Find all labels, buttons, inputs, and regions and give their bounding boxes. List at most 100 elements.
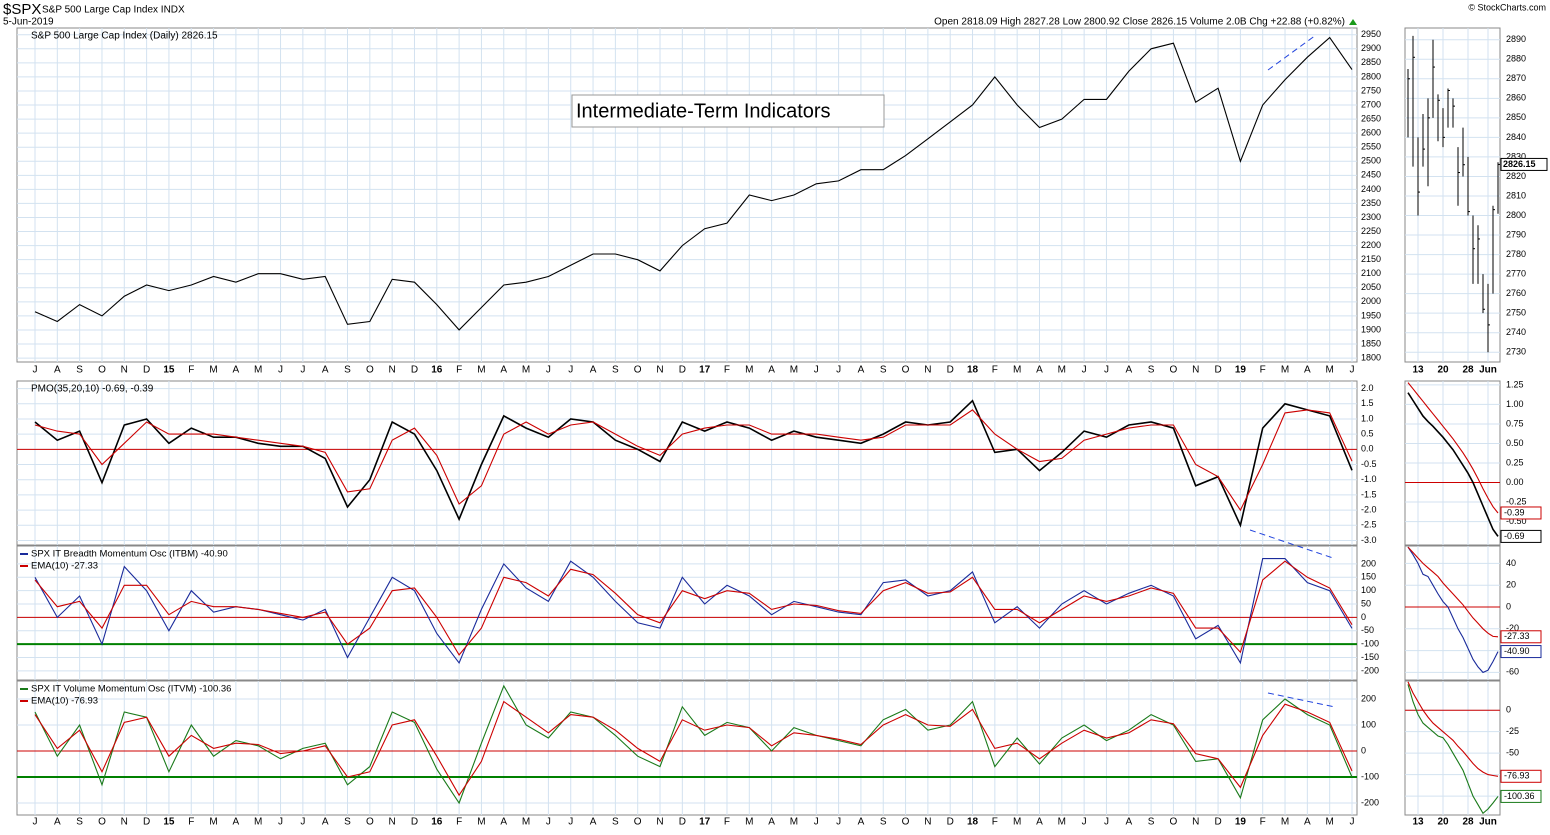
y-tick-label: 200: [1361, 558, 1376, 568]
last-value-box: [1500, 645, 1542, 659]
series-line: [34, 399, 1353, 528]
x-tick-label: D: [1214, 817, 1221, 828]
y-tick-label: 1850: [1361, 338, 1381, 348]
y-tick-label: 100: [1361, 585, 1376, 595]
y-tick-label: 2650: [1361, 113, 1381, 123]
y-tick-label: -2.5: [1361, 520, 1377, 530]
x-tick-label: M: [790, 817, 798, 828]
y-tick-label: 0.25: [1506, 457, 1524, 467]
y-tick-label: 1800: [1361, 352, 1381, 362]
y-tick-label: 2830: [1506, 151, 1526, 161]
y-tick-label: 20: [1506, 580, 1516, 590]
y-tick-label: 2150: [1361, 254, 1381, 264]
last-value-box: [1500, 769, 1542, 783]
x-tick-label: 16: [431, 365, 443, 376]
x-tick-label: D: [143, 365, 150, 376]
x-tick-label: M: [1013, 817, 1021, 828]
last-value-label: -76.93: [1504, 771, 1530, 781]
x-tick-label: Jun: [1479, 365, 1497, 376]
series-line: [34, 36, 1353, 331]
x-tick-label: M: [745, 817, 753, 828]
x-tick-label: F: [456, 365, 462, 376]
x-tick-label: D: [1214, 365, 1221, 376]
x-tick-label: 15: [163, 817, 175, 828]
last-value-label: -100.36: [1504, 791, 1535, 801]
y-tick-label: 2750: [1506, 308, 1526, 318]
y-tick-label: 150: [1361, 572, 1376, 582]
x-tick-label: S: [344, 365, 351, 376]
x-tick-label: M: [209, 817, 217, 828]
y-tick-label: 2000: [1361, 296, 1381, 306]
x-tick-label: F: [1260, 365, 1266, 376]
x-tick-label: O: [1170, 817, 1178, 828]
x-tick-label: A: [54, 817, 61, 828]
x-tick-label: D: [947, 365, 954, 376]
x-tick-label: O: [902, 365, 910, 376]
x-tick-label: A: [590, 817, 597, 828]
x-tick-label: J: [1104, 365, 1109, 376]
x-tick-label: A: [768, 817, 775, 828]
x-tick-label: M: [790, 365, 798, 376]
x-tick-label: A: [1304, 817, 1311, 828]
series-line: [34, 409, 1353, 512]
x-tick-label: A: [322, 365, 329, 376]
x-tick-label: J: [300, 817, 305, 828]
y-tick-label: 2350: [1361, 198, 1381, 208]
x-tick-label: 15: [163, 365, 175, 376]
quote: Open 2818.09 High 2827.28 Low 2800.92 Cl…: [934, 17, 1345, 28]
y-tick-label: 2870: [1506, 73, 1526, 83]
x-tick-label: Jun: [1479, 817, 1497, 828]
x-tick-label: D: [143, 817, 150, 828]
x-tick-label: M: [477, 365, 485, 376]
x-tick-label: 20: [1437, 817, 1449, 828]
x-tick-label: M: [1058, 365, 1066, 376]
x-tick-label: J: [1082, 817, 1087, 828]
last-value-label: -0.39: [1504, 507, 1525, 517]
x-tick-label: O: [1170, 365, 1178, 376]
x-tick-label: J: [1350, 365, 1355, 376]
panel: [16, 380, 1358, 546]
y-tick-label: 100: [1361, 719, 1376, 729]
last-value-box: [1500, 630, 1542, 644]
y-tick-label: 2550: [1361, 142, 1381, 152]
x-tick-label: O: [634, 817, 642, 828]
legend-label: EMA(10) -27.33: [31, 561, 98, 572]
y-tick-label: -20: [1506, 623, 1519, 633]
y-tick-label: 0.0: [1361, 444, 1374, 454]
y-tick-label: 2250: [1361, 226, 1381, 236]
panel-title: S&P 500 Large Cap Index (Daily) 2826.15: [31, 31, 218, 42]
series-line: [1407, 546, 1499, 674]
x-tick-label: D: [679, 817, 686, 828]
x-tick-label: A: [1036, 817, 1043, 828]
last-value-box: [1500, 157, 1548, 171]
x-tick-label: N: [924, 817, 931, 828]
y-tick-label: -1.5: [1361, 489, 1377, 499]
x-tick-label: F: [188, 817, 194, 828]
legend-label: SPX IT Breadth Momentum Osc (ITBM) -40.9…: [31, 549, 228, 560]
y-tick-label: -100: [1361, 771, 1379, 781]
y-tick-label: 50: [1361, 598, 1371, 608]
series-line: [1407, 392, 1499, 537]
series-line: [1407, 382, 1499, 514]
x-tick-label: M: [1281, 817, 1289, 828]
x-tick-label: D: [411, 817, 418, 828]
y-tick-label: 2800: [1506, 210, 1526, 220]
y-tick-label: 1.5: [1361, 398, 1374, 408]
x-tick-label: S: [1148, 817, 1155, 828]
y-tick-label: -200: [1361, 797, 1379, 807]
x-tick-label: N: [656, 817, 663, 828]
x-tick-label: D: [947, 817, 954, 828]
x-tick-label: M: [1058, 817, 1066, 828]
x-tick-label: M: [745, 365, 753, 376]
y-tick-label: 1.0: [1361, 413, 1374, 423]
y-tick-label: -3.0: [1361, 535, 1377, 545]
y-tick-label: 2890: [1506, 34, 1526, 44]
x-tick-label: J: [836, 817, 841, 828]
y-tick-label: -100: [1361, 639, 1379, 649]
x-tick-label: M: [1326, 365, 1334, 376]
x-tick-label: 18: [967, 817, 979, 828]
up-arrow: [1349, 19, 1357, 25]
x-tick-label: M: [1281, 365, 1289, 376]
y-tick-label: 200: [1361, 693, 1376, 703]
x-tick-label: D: [411, 365, 418, 376]
